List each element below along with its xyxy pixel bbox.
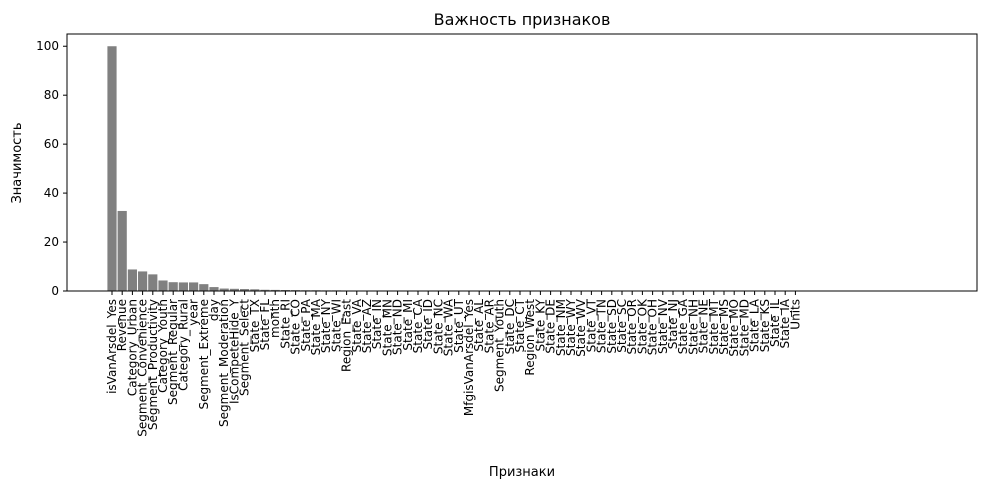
- x-tick-label: State_OR: [625, 299, 639, 355]
- y-tick-label: 0: [51, 284, 59, 298]
- x-tick-label: State_MS: [717, 299, 731, 355]
- x-tick-label: State_LA: [748, 298, 762, 352]
- x-tick-label: State_NH: [686, 299, 700, 355]
- bar-month: [270, 289, 280, 291]
- bar-IsCompeteHide_Y: [229, 288, 239, 291]
- y-axis-label: Значимость: [10, 122, 25, 203]
- x-tick-label: State_ND: [391, 299, 405, 355]
- x-tick-label: Region_East: [340, 299, 354, 372]
- bar-Segment_Regular: [168, 282, 178, 291]
- x-tick-label: State_NM: [554, 299, 568, 356]
- x-tick-label: month: [268, 299, 282, 338]
- y-tick-label: 100: [36, 39, 59, 53]
- bar-Category_Youth: [158, 280, 168, 291]
- x-tick-label: State_DC: [503, 299, 517, 354]
- x-axis-label: Признаки: [489, 465, 555, 480]
- y-tick-label: 60: [44, 137, 59, 151]
- x-tick-label: State_AR: [482, 299, 496, 353]
- x-tick-label: Revenue: [115, 299, 129, 351]
- x-tick-label: State_FL: [258, 299, 272, 351]
- bar-Segment_Productivity: [148, 274, 158, 291]
- x-tick-label: State_VT: [584, 298, 598, 352]
- x-tick-label: State_WI: [329, 299, 343, 352]
- x-tick-label: State_WA: [442, 298, 456, 356]
- x-tick-label: Segment_Convenience: [136, 299, 150, 437]
- x-tick-label: State_OH: [646, 299, 660, 355]
- y-tick-label: 80: [44, 88, 59, 102]
- x-tick-label: Segment_Extreme: [197, 299, 211, 410]
- x-ticks-group: isVanArsdel_YesRevenueCategory_UrbanSegm…: [105, 291, 802, 437]
- x-tick-label: State_MT: [707, 298, 721, 354]
- x-tick-label: Category_Youth: [156, 299, 170, 393]
- x-tick-label: Category_Urban: [125, 299, 139, 396]
- x-tick-label: State_DE: [544, 299, 558, 354]
- x-tick-label: State_VA: [350, 298, 364, 352]
- x-tick-label: Region_West: [523, 299, 537, 376]
- bar-Revenue: [117, 210, 127, 291]
- plot-frame: [66, 33, 978, 292]
- x-tick-label: State_UT: [452, 298, 466, 353]
- x-tick-label: State_IL: [768, 299, 782, 347]
- y-tick-label: 20: [44, 235, 59, 249]
- x-tick-label: State_NJ: [666, 299, 680, 349]
- x-tick-label: State_RI: [278, 299, 292, 349]
- x-tick-label: State_MI: [401, 299, 415, 351]
- x-tick-label: isVanArsdel_Yes: [105, 299, 119, 394]
- bar-year: [189, 282, 199, 291]
- x-tick-label: MfgisVanArsdel_Yes: [462, 299, 476, 416]
- bar-State_FL: [260, 289, 270, 291]
- x-tick-label: day: [207, 299, 221, 321]
- x-tick-label: State_WY: [564, 298, 578, 356]
- x-tick-label: State_MO: [727, 299, 741, 357]
- x-tick-label: State_PA: [299, 298, 313, 351]
- x-tick-label: State_CO: [289, 299, 303, 355]
- bar-Category_Urban: [127, 269, 137, 291]
- bar-Segment_Select: [240, 289, 250, 291]
- bar-Segment_Convenience: [138, 271, 148, 291]
- x-tick-label: State_GA: [676, 298, 690, 354]
- x-tick-label: State_CT: [513, 298, 527, 352]
- x-tick-label: State_NV: [656, 298, 670, 354]
- x-tick-label: State_TX: [248, 299, 262, 352]
- bars-group: [107, 46, 790, 291]
- x-tick-label: Segment_Moderation: [217, 299, 231, 427]
- x-tick-label: Segment_Regular: [166, 299, 180, 405]
- x-tick-label: State_KY: [533, 298, 547, 351]
- x-tick-label: State_SC: [615, 299, 629, 353]
- x-tick-label: State_NC: [431, 299, 445, 354]
- x-tick-label: State_OK: [635, 298, 649, 354]
- x-tick-label: Segment_Youth: [493, 299, 507, 392]
- x-tick-label: State_IA: [778, 298, 792, 348]
- x-tick-label: year: [187, 299, 201, 326]
- chart-title: Важность признаков: [434, 10, 611, 29]
- x-tick-label: State_IN: [370, 299, 384, 349]
- y-ticks-group: 0 20 40 60 80 100: [36, 39, 67, 298]
- x-tick-label: State_NE: [697, 299, 711, 353]
- x-tick-label: State_AZ: [360, 299, 374, 353]
- x-tick-label: State_CA: [411, 298, 425, 353]
- x-tick-label: State_SD: [605, 299, 619, 354]
- x-tick-label: Segment_Productivity: [146, 299, 160, 430]
- bar-State_TX: [250, 289, 260, 291]
- x-tick-label: State_NY: [319, 298, 333, 353]
- x-tick-label: State_ID: [421, 299, 435, 350]
- x-tick-label: State_MD: [737, 299, 751, 356]
- x-tick-label: State_TN: [595, 299, 609, 353]
- bar-isVanArsdel_Yes: [107, 46, 117, 291]
- x-tick-label: State_WV: [574, 298, 588, 357]
- bar-Segment_Moderation: [219, 288, 229, 291]
- x-tick-label: State_MN: [380, 299, 394, 356]
- x-tick-label: Category_Rural: [176, 299, 190, 391]
- y-tick-label: 40: [44, 186, 59, 200]
- x-tick-label: Units: [788, 299, 802, 330]
- x-tick-label: State_KS: [758, 299, 772, 352]
- x-tick-label: Segment_Select: [238, 299, 252, 396]
- x-tick-label: State_MA: [309, 298, 323, 355]
- bar-Segment_Extreme: [199, 284, 209, 291]
- bar-Category_Rural: [178, 282, 188, 291]
- x-tick-label: State_AL: [472, 299, 486, 352]
- x-tick-label: IsCompeteHide_Y: [227, 298, 241, 404]
- bar-day: [209, 287, 219, 291]
